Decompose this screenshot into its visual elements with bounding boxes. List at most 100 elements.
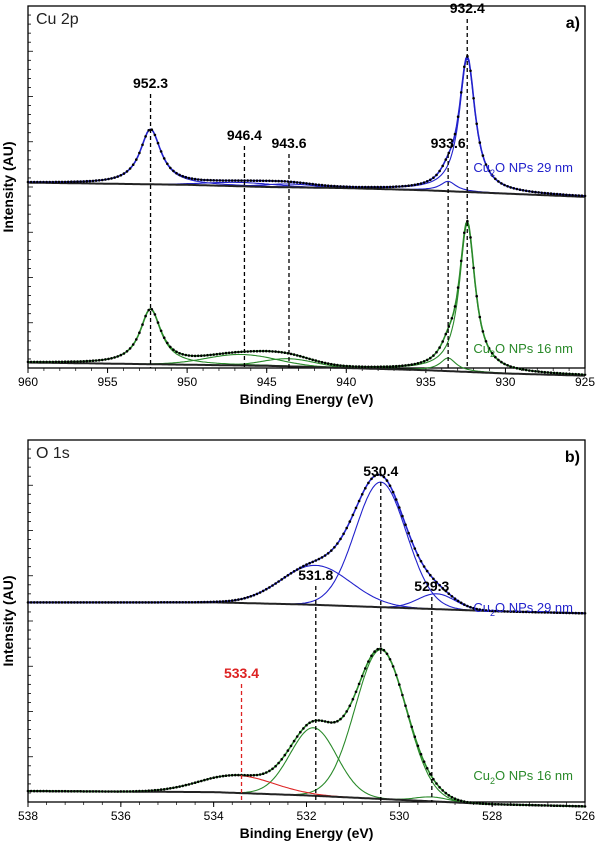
data-point <box>367 365 370 369</box>
data-point <box>230 351 234 354</box>
data-point <box>230 179 234 182</box>
data-point <box>472 266 475 270</box>
data-point <box>441 340 445 343</box>
data-point <box>261 589 265 593</box>
data-point <box>484 609 488 612</box>
data-point <box>354 185 358 189</box>
data-point <box>292 180 296 184</box>
x-tick-label: 925 <box>575 375 595 389</box>
series-upper: Cu2O NPs 29 nm <box>26 473 587 618</box>
panel-letter: b) <box>565 449 580 466</box>
data-point <box>63 180 67 184</box>
data-point <box>261 772 265 775</box>
data-point <box>32 180 36 184</box>
data-point <box>444 158 448 161</box>
data-point <box>401 693 404 697</box>
data-point <box>302 564 305 568</box>
y-axis-label: Intensity (AU) <box>0 142 16 233</box>
data-point <box>348 185 352 189</box>
data-point <box>422 760 426 763</box>
data-point <box>51 789 55 793</box>
data-point <box>360 185 364 189</box>
data-point <box>463 231 466 235</box>
data-point <box>484 340 488 343</box>
data-point <box>39 360 42 364</box>
data-point <box>172 348 175 352</box>
data-point <box>330 362 333 366</box>
data-point <box>187 176 191 180</box>
component-peak <box>28 481 585 614</box>
data-point <box>97 790 101 793</box>
data-point <box>119 174 123 177</box>
data-point <box>107 790 110 793</box>
data-point <box>425 569 429 573</box>
data-point <box>345 710 349 713</box>
data-point <box>308 357 311 361</box>
data-point <box>357 365 361 368</box>
data-point <box>268 586 271 589</box>
data-point <box>429 356 432 360</box>
data-point <box>478 315 482 319</box>
data-point <box>212 179 215 182</box>
data-point <box>394 673 398 677</box>
data-point <box>531 610 534 614</box>
data-point <box>326 184 330 187</box>
data-point <box>317 557 321 561</box>
data-point <box>36 601 39 604</box>
data-point <box>221 179 225 182</box>
data-point <box>528 803 531 807</box>
data-point <box>280 351 284 354</box>
data-point <box>410 725 414 729</box>
data-point <box>562 372 565 375</box>
data-point <box>32 360 36 364</box>
data-point <box>277 350 280 354</box>
data-point <box>345 185 349 188</box>
data-point <box>370 185 373 189</box>
data-point <box>515 803 519 807</box>
data-point <box>521 610 525 614</box>
data-point <box>373 650 376 653</box>
data-point <box>515 366 519 370</box>
data-point <box>429 772 432 776</box>
data-point <box>73 790 76 793</box>
data-point <box>36 360 39 364</box>
data-point <box>360 365 364 369</box>
data-point <box>131 790 135 793</box>
data-point <box>237 350 240 354</box>
data-point <box>237 773 240 777</box>
data-point <box>435 173 438 177</box>
data-point <box>524 189 528 193</box>
data-point <box>255 773 259 777</box>
data-point <box>521 803 525 807</box>
data-point <box>441 164 445 168</box>
data-point <box>549 611 553 614</box>
data-point <box>370 654 373 658</box>
data-point <box>472 97 475 100</box>
data-point <box>91 179 95 183</box>
data-point <box>153 313 157 316</box>
data-point <box>342 364 345 368</box>
data-point <box>546 804 550 807</box>
data-point <box>487 169 491 173</box>
data-point <box>302 181 305 185</box>
data-point <box>336 719 339 723</box>
data-point <box>444 589 448 593</box>
data-point <box>141 323 144 326</box>
data-point <box>212 600 215 604</box>
data-point <box>444 332 448 336</box>
data-point <box>82 360 85 363</box>
data-point <box>299 566 302 570</box>
y-axis-label: Intensity (AU) <box>0 576 16 667</box>
data-point <box>549 804 553 807</box>
data-point <box>459 259 463 263</box>
data-point <box>342 185 345 188</box>
data-point <box>475 607 479 611</box>
data-point <box>360 493 364 496</box>
data-point <box>66 360 70 364</box>
data-point <box>292 570 296 573</box>
x-axis-label: Binding Energy (eV) <box>240 391 374 407</box>
data-point <box>91 790 95 793</box>
data-point <box>277 580 280 583</box>
data-point <box>29 601 33 604</box>
data-point <box>209 353 212 357</box>
